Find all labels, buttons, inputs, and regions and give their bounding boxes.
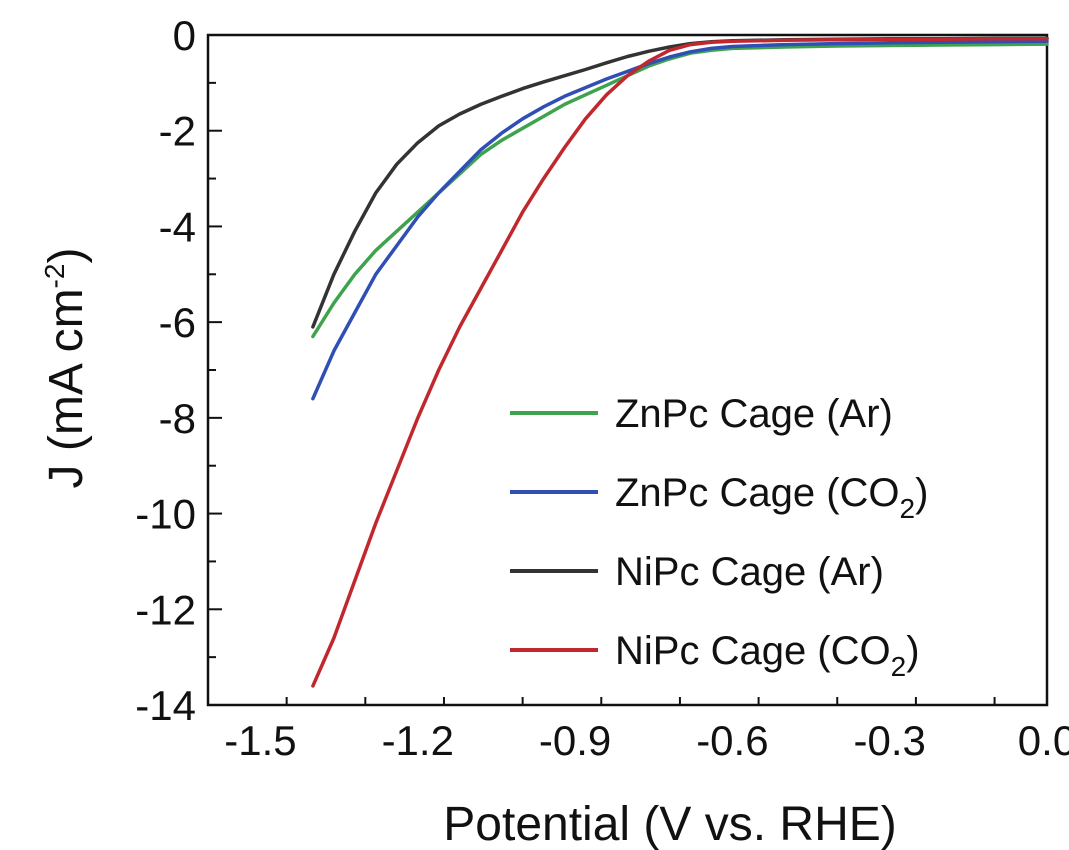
y-axis-title-main: J (mA cm xyxy=(40,288,93,488)
series-line-1 xyxy=(311,42,1049,339)
legend-label-3: NiPc Cage (Ar) xyxy=(615,550,884,594)
y-axis-title: J (mA cm-2) xyxy=(39,248,93,489)
legend-label-1: ZnPc Cage (Ar) xyxy=(615,392,893,436)
y-tick-label: -4 xyxy=(159,203,196,250)
series-line-3 xyxy=(311,36,1049,329)
y-tick-label: -12 xyxy=(135,586,196,633)
y-tick-label: -8 xyxy=(159,395,196,442)
y-axis: 0 -2 -4 -6 -8 -10 -12 -14 xyxy=(135,12,222,729)
y-tick-label: 0 xyxy=(173,12,196,59)
plot-frame xyxy=(206,33,1049,707)
legend: ZnPc Cage (Ar) ZnPc Cage (CO2) NiPc Cage (… xyxy=(510,392,928,682)
series-line-2 xyxy=(311,39,1049,401)
y-tick-label: -6 xyxy=(159,299,196,346)
y-tick-label: -2 xyxy=(159,108,196,155)
x-tick-label: -0.6 xyxy=(696,717,768,764)
x-tick-label: 0.0 xyxy=(1018,717,1069,764)
legend-label-4: NiPc Cage (CO2) xyxy=(615,629,920,682)
y-axis-title-sup: -2 xyxy=(39,264,70,289)
x-tick-label: -0.9 xyxy=(539,717,611,764)
x-axis-title: Potential (V vs. RHE) xyxy=(443,798,896,850)
series-line-4 xyxy=(311,37,1049,688)
x-tick-label: -1.2 xyxy=(382,717,454,764)
y-tick-label: -10 xyxy=(135,491,196,538)
x-axis: -1.5 -1.2 -0.9 -0.6 -0.3 0.0 xyxy=(207,697,1069,764)
plot-border xyxy=(206,33,1049,707)
y-axis-title-close: ) xyxy=(40,248,93,264)
series-lines xyxy=(311,36,1049,688)
y-tick-label: -14 xyxy=(135,682,196,729)
x-tick-label: -0.3 xyxy=(854,717,926,764)
legend-label-2: ZnPc Cage (CO2) xyxy=(615,471,928,524)
x-tick-label: -1.5 xyxy=(224,717,296,764)
